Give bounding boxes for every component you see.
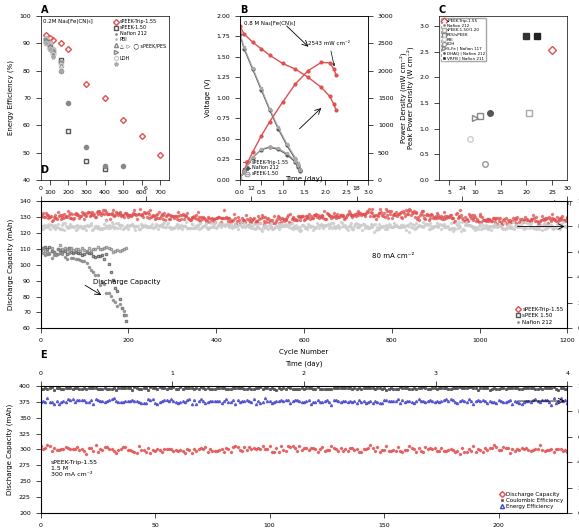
Y-axis label: Energy Efficiency (%): Energy Efficiency (%) xyxy=(7,60,14,135)
Text: A: A xyxy=(41,5,48,15)
X-axis label: Current Density (A cm⁻²): Current Density (A cm⁻²) xyxy=(261,200,347,208)
Legend: sPEEK-Trip-1.55, sPEEK-1.50, Nafion 212, PBI, △  ▷  ◯ sPEEK/PES, , LDH, : sPEEK-Trip-1.55, sPEEK-1.50, Nafion 212,… xyxy=(112,19,167,68)
X-axis label: Demonstrated Energy Density (Wh L⁻¹₋ₜₒₜₐₗ): Demonstrated Energy Density (Wh L⁻¹₋ₜₒₜₐ… xyxy=(435,200,571,206)
Y-axis label: Discharge Capacity (mAh): Discharge Capacity (mAh) xyxy=(7,219,13,311)
Y-axis label: Discharge Capacity (mAh): Discharge Capacity (mAh) xyxy=(7,404,13,495)
Y-axis label: Power Density (mW cm⁻²): Power Density (mW cm⁻²) xyxy=(399,52,406,143)
Text: B: B xyxy=(240,5,247,15)
X-axis label: Time (day): Time (day) xyxy=(285,360,323,367)
Text: 80 mA cm⁻²: 80 mA cm⁻² xyxy=(372,253,415,259)
Legend: Discharge Capacity, Coulombic Efficiency, Energy Efficiency: Discharge Capacity, Coulombic Efficiency… xyxy=(499,491,565,510)
Y-axis label: Peak Power Density (W cm⁻²): Peak Power Density (W cm⁻²) xyxy=(406,47,414,149)
Y-axis label: Voltage (V): Voltage (V) xyxy=(204,78,211,117)
Text: D: D xyxy=(41,165,49,175)
Legend: sPEEK-Trip-1.55, sPEEK 1.50, Nafion 212: sPEEK-Trip-1.55, sPEEK 1.50, Nafion 212 xyxy=(515,306,565,326)
X-axis label: Time (day): Time (day) xyxy=(285,176,323,183)
Text: Discharge Capacity: Discharge Capacity xyxy=(93,279,161,285)
Legend: sPEEK-Trip-1.55, Nafion 212, sPEEK-1.50/1.20, PES/sPEEK, PBI, LDH, S-Fe | Nafion: sPEEK-Trip-1.55, Nafion 212, sPEEK-1.50/… xyxy=(441,18,486,61)
Text: C: C xyxy=(439,5,446,15)
Text: 0.2M Na₄[Fe(CN)₆]: 0.2M Na₄[Fe(CN)₆] xyxy=(43,19,93,24)
Text: 2543 mW cm⁻²: 2543 mW cm⁻² xyxy=(308,41,350,66)
X-axis label: Cycle Number: Cycle Number xyxy=(279,349,329,354)
Text: sPEEK-Trip-1.55
1.5 M
300 mA cm⁻²: sPEEK-Trip-1.55 1.5 M 300 mA cm⁻² xyxy=(51,460,98,477)
Text: E: E xyxy=(41,350,47,360)
Text: 0.8 M Na₄[Fe(CN)₆]: 0.8 M Na₄[Fe(CN)₆] xyxy=(244,21,295,26)
Legend: sPEEK-Trip-1.55, Nafion 212, sPEEK-1.50: sPEEK-Trip-1.55, Nafion 212, sPEEK-1.50 xyxy=(242,159,290,177)
X-axis label: Current Density (mA cm⁻²): Current Density (mA cm⁻²) xyxy=(58,200,152,208)
